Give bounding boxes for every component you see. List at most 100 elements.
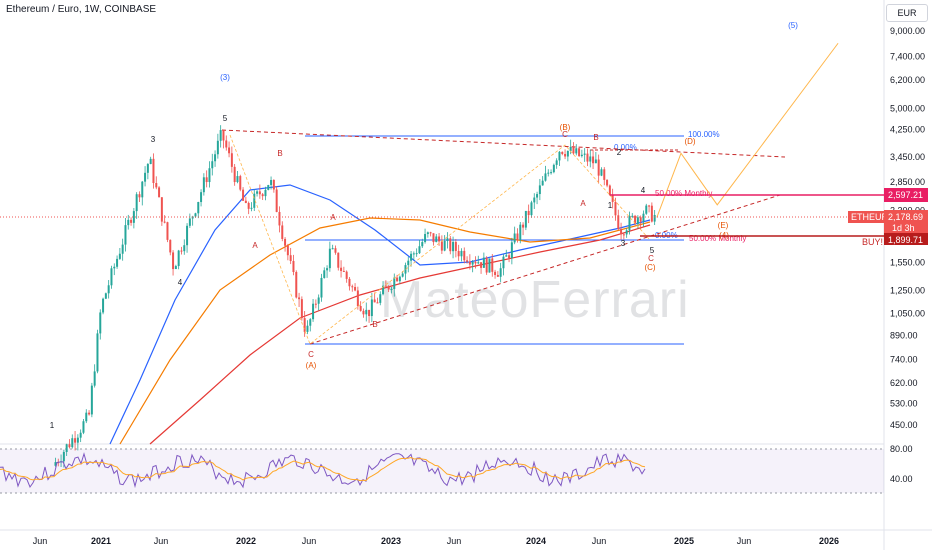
candle-body-81 <box>281 225 284 239</box>
candle-body-108 <box>356 290 359 307</box>
svg-text:1,899.71: 1,899.71 <box>888 235 923 245</box>
candle-body-70 <box>250 207 253 209</box>
candle-body-17 <box>102 298 105 313</box>
x-tick-9: 2025 <box>674 536 694 546</box>
candle-body-77 <box>270 180 273 186</box>
candle-body-210 <box>642 213 645 222</box>
x-tick-4: Jun <box>302 536 317 546</box>
wave-label-8: C <box>308 350 314 359</box>
candle-body-150 <box>474 261 477 264</box>
candle-body-182 <box>564 153 567 157</box>
candle-body-110 <box>362 310 365 315</box>
wave-label-11: (C) <box>644 263 655 272</box>
candle-body-12 <box>88 412 91 415</box>
candle-body-61 <box>225 140 228 148</box>
fib-label-0: 0.00% <box>614 143 637 152</box>
candle-body-59 <box>219 130 222 141</box>
rsi-tick-80: 80.00 <box>890 444 913 454</box>
candle-body-128 <box>412 253 415 255</box>
candle-body-132 <box>424 234 427 243</box>
candle-body-205 <box>628 215 631 231</box>
x-tick-2: Jun <box>154 536 169 546</box>
candle-body-156 <box>491 258 494 272</box>
candle-body-68 <box>244 200 247 203</box>
candle-body-140 <box>446 238 449 241</box>
candle-body-107 <box>354 287 357 291</box>
candle-body-28 <box>132 211 135 223</box>
candle-body-180 <box>558 151 561 161</box>
candle-body-176 <box>547 172 550 174</box>
candle-body-48 <box>188 218 191 226</box>
candle-body-192 <box>592 156 595 164</box>
candle-body-79 <box>275 189 278 212</box>
sub-wave-label-5: C <box>648 254 654 263</box>
rsi-band <box>0 449 884 493</box>
candle-body-116 <box>379 294 382 303</box>
candle-body-144 <box>457 250 460 257</box>
y-tick-9: 1,550.00 <box>890 257 925 267</box>
candle-body-137 <box>438 236 441 242</box>
wave-label-1: 3 <box>151 135 156 144</box>
candle-body-11 <box>85 412 88 422</box>
candle-body-52 <box>200 192 203 203</box>
abc-projection <box>229 134 651 345</box>
candle-body-164 <box>513 233 516 243</box>
sub-wave-label-2: A <box>580 199 586 208</box>
candle-body-204 <box>625 230 628 235</box>
y-tick-0: 9,000.00 <box>890 26 925 36</box>
svg-text:2,597.21: 2,597.21 <box>888 190 923 200</box>
candle-body-171 <box>533 197 536 203</box>
candle-body-196 <box>603 169 606 180</box>
candle-body-38 <box>160 197 163 222</box>
candle-body-104 <box>345 271 348 279</box>
candle-body-106 <box>351 286 354 288</box>
candle-body-60 <box>222 130 225 141</box>
candle-body-186 <box>575 148 578 154</box>
candle-body-200 <box>614 201 617 216</box>
candle-body-118 <box>384 285 387 287</box>
candle-body-134 <box>429 232 432 234</box>
candle-body-27 <box>130 219 133 223</box>
wave-label-10: (B) <box>560 123 571 132</box>
y-tick-13: 740.00 <box>890 355 918 365</box>
candle-body-14 <box>93 371 96 386</box>
candle-body-102 <box>340 267 343 271</box>
candle-body-121 <box>393 277 396 289</box>
candle-body-73 <box>258 191 261 195</box>
candle-body-8 <box>76 437 79 443</box>
candle-body-29 <box>135 194 138 212</box>
candle-body-177 <box>550 172 553 174</box>
candle-body-53 <box>202 177 205 193</box>
wave-label-3: 5 <box>223 114 228 123</box>
candle-body-23 <box>118 253 121 259</box>
candle-body-6 <box>71 438 74 448</box>
candle-body-169 <box>527 210 530 216</box>
candle-body-114 <box>373 299 376 303</box>
wave-label-19: 5 <box>650 246 655 255</box>
ma-orange-line <box>119 217 651 445</box>
candle-body-109 <box>359 306 362 311</box>
wave-label-17: 3 <box>621 239 626 248</box>
candle-body-146 <box>463 250 466 261</box>
candle-body-172 <box>536 194 539 198</box>
currency-button[interactable]: EUR <box>886 4 928 22</box>
svg-text:ETHEUR: ETHEUR <box>851 212 889 222</box>
fib-label-2: 100.00% <box>688 130 720 139</box>
candle-body-35 <box>152 158 155 184</box>
candle-body-208 <box>636 217 639 224</box>
candle-body-153 <box>482 257 485 268</box>
candle-body-56 <box>211 161 214 169</box>
candle-body-145 <box>460 250 463 257</box>
candle-body-40 <box>166 222 169 240</box>
candle-body-92 <box>312 303 315 320</box>
lower-trendline <box>309 194 781 345</box>
candle-body-10 <box>82 421 85 433</box>
y-tick-16: 450.00 <box>890 420 918 430</box>
candle-body-96 <box>323 270 326 278</box>
watermark: MateoFerrari <box>380 271 690 329</box>
candle-body-207 <box>634 215 637 224</box>
candle-body-166 <box>519 224 522 241</box>
candle-body-94 <box>317 297 320 304</box>
candle-body-0 <box>54 462 57 466</box>
